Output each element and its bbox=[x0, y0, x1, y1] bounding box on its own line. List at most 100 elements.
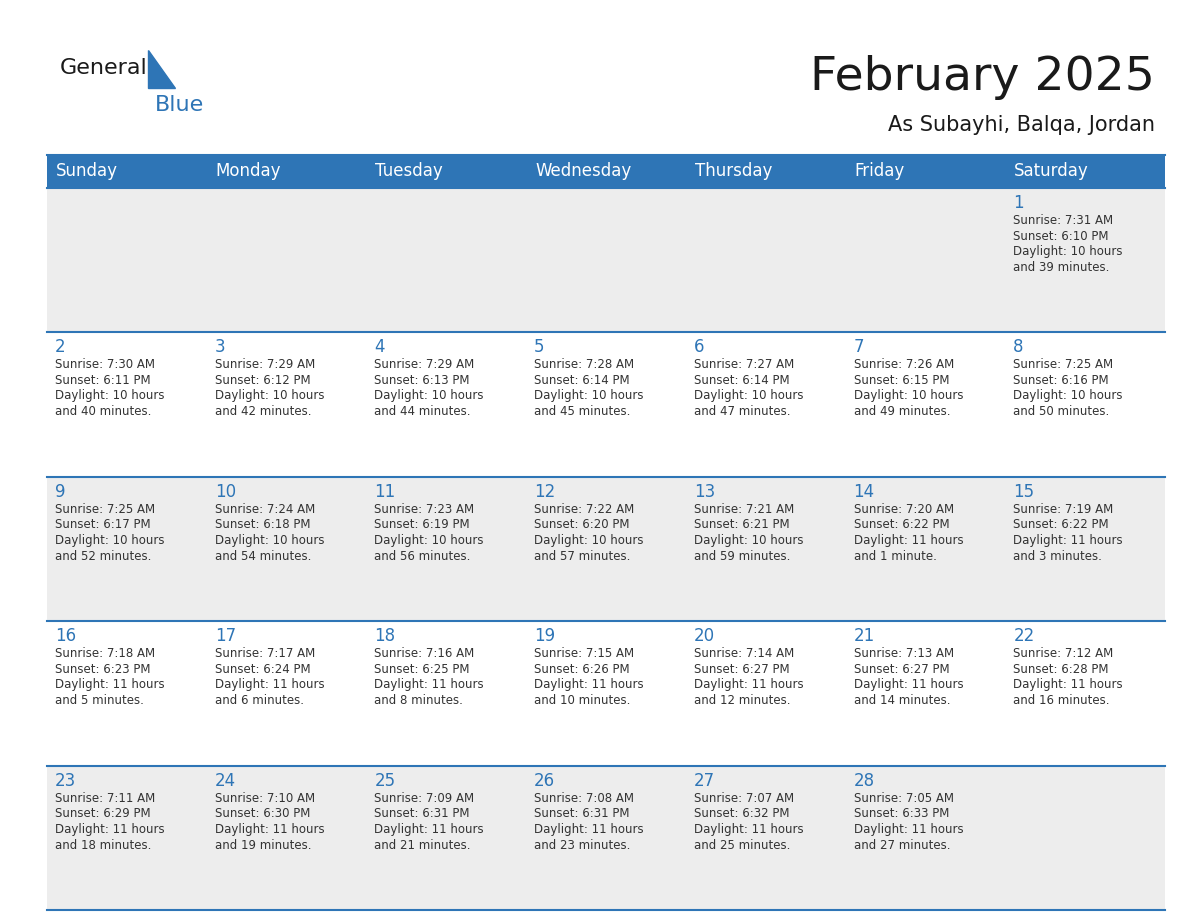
Text: Sunset: 6:28 PM: Sunset: 6:28 PM bbox=[1013, 663, 1108, 676]
Text: Sunrise: 7:26 AM: Sunrise: 7:26 AM bbox=[853, 358, 954, 372]
Text: Sunset: 6:31 PM: Sunset: 6:31 PM bbox=[374, 807, 470, 820]
Text: Sunrise: 7:29 AM: Sunrise: 7:29 AM bbox=[215, 358, 315, 372]
Bar bbox=[48, 332, 1165, 476]
Text: Sunset: 6:27 PM: Sunset: 6:27 PM bbox=[694, 663, 790, 676]
Text: Sunset: 6:14 PM: Sunset: 6:14 PM bbox=[694, 374, 790, 386]
Text: 8: 8 bbox=[1013, 339, 1024, 356]
Bar bbox=[48, 476, 1165, 621]
Text: 16: 16 bbox=[55, 627, 76, 645]
Text: Daylight: 10 hours
and 47 minutes.: Daylight: 10 hours and 47 minutes. bbox=[694, 389, 803, 419]
Text: Daylight: 10 hours
and 42 minutes.: Daylight: 10 hours and 42 minutes. bbox=[215, 389, 324, 419]
Text: Sunset: 6:30 PM: Sunset: 6:30 PM bbox=[215, 807, 310, 820]
Text: Daylight: 10 hours
and 50 minutes.: Daylight: 10 hours and 50 minutes. bbox=[1013, 389, 1123, 419]
Text: Tuesday: Tuesday bbox=[375, 162, 443, 181]
Text: Sunset: 6:24 PM: Sunset: 6:24 PM bbox=[215, 663, 310, 676]
Text: Daylight: 11 hours
and 18 minutes.: Daylight: 11 hours and 18 minutes. bbox=[55, 823, 165, 852]
Text: 5: 5 bbox=[535, 339, 544, 356]
Text: 27: 27 bbox=[694, 772, 715, 789]
Text: Daylight: 11 hours
and 3 minutes.: Daylight: 11 hours and 3 minutes. bbox=[1013, 533, 1123, 563]
Text: Daylight: 10 hours
and 44 minutes.: Daylight: 10 hours and 44 minutes. bbox=[374, 389, 484, 419]
Text: Sunset: 6:21 PM: Sunset: 6:21 PM bbox=[694, 519, 790, 532]
Text: Sunset: 6:18 PM: Sunset: 6:18 PM bbox=[215, 519, 310, 532]
Text: Daylight: 11 hours
and 8 minutes.: Daylight: 11 hours and 8 minutes. bbox=[374, 678, 484, 707]
Text: Daylight: 11 hours
and 12 minutes.: Daylight: 11 hours and 12 minutes. bbox=[694, 678, 803, 707]
Text: Sunrise: 7:27 AM: Sunrise: 7:27 AM bbox=[694, 358, 794, 372]
Text: Sunrise: 7:15 AM: Sunrise: 7:15 AM bbox=[535, 647, 634, 660]
Text: Daylight: 10 hours
and 39 minutes.: Daylight: 10 hours and 39 minutes. bbox=[1013, 245, 1123, 274]
Text: Sunrise: 7:17 AM: Sunrise: 7:17 AM bbox=[215, 647, 315, 660]
Text: Sunset: 6:10 PM: Sunset: 6:10 PM bbox=[1013, 230, 1108, 242]
Text: 13: 13 bbox=[694, 483, 715, 501]
Text: Sunrise: 7:14 AM: Sunrise: 7:14 AM bbox=[694, 647, 794, 660]
Text: Sunset: 6:31 PM: Sunset: 6:31 PM bbox=[535, 807, 630, 820]
Text: Sunrise: 7:19 AM: Sunrise: 7:19 AM bbox=[1013, 503, 1113, 516]
Text: 20: 20 bbox=[694, 627, 715, 645]
Text: Daylight: 11 hours
and 27 minutes.: Daylight: 11 hours and 27 minutes. bbox=[853, 823, 963, 852]
Text: 18: 18 bbox=[374, 627, 396, 645]
Text: 23: 23 bbox=[55, 772, 76, 789]
Text: 2: 2 bbox=[55, 339, 65, 356]
Text: Daylight: 10 hours
and 54 minutes.: Daylight: 10 hours and 54 minutes. bbox=[215, 533, 324, 563]
Text: Daylight: 11 hours
and 1 minute.: Daylight: 11 hours and 1 minute. bbox=[853, 533, 963, 563]
Text: Monday: Monday bbox=[216, 162, 282, 181]
Text: Sunrise: 7:13 AM: Sunrise: 7:13 AM bbox=[853, 647, 954, 660]
Text: 4: 4 bbox=[374, 339, 385, 356]
Text: Daylight: 11 hours
and 5 minutes.: Daylight: 11 hours and 5 minutes. bbox=[55, 678, 165, 707]
Text: 21: 21 bbox=[853, 627, 874, 645]
Text: Daylight: 11 hours
and 19 minutes.: Daylight: 11 hours and 19 minutes. bbox=[215, 823, 324, 852]
Text: Sunset: 6:22 PM: Sunset: 6:22 PM bbox=[1013, 519, 1108, 532]
Text: Sunrise: 7:28 AM: Sunrise: 7:28 AM bbox=[535, 358, 634, 372]
Text: Sunrise: 7:11 AM: Sunrise: 7:11 AM bbox=[55, 791, 156, 804]
Text: Sunrise: 7:16 AM: Sunrise: 7:16 AM bbox=[374, 647, 475, 660]
Text: Sunrise: 7:05 AM: Sunrise: 7:05 AM bbox=[853, 791, 954, 804]
Text: Daylight: 10 hours
and 49 minutes.: Daylight: 10 hours and 49 minutes. bbox=[853, 389, 963, 419]
Text: 28: 28 bbox=[853, 772, 874, 789]
Bar bbox=[207, 155, 366, 188]
Text: 6: 6 bbox=[694, 339, 704, 356]
Text: Sunset: 6:16 PM: Sunset: 6:16 PM bbox=[1013, 374, 1108, 386]
Text: Sunset: 6:14 PM: Sunset: 6:14 PM bbox=[535, 374, 630, 386]
Text: Sunrise: 7:24 AM: Sunrise: 7:24 AM bbox=[215, 503, 315, 516]
Text: 22: 22 bbox=[1013, 627, 1035, 645]
Text: General: General bbox=[61, 58, 147, 78]
Bar bbox=[1005, 155, 1165, 188]
Text: Sunset: 6:27 PM: Sunset: 6:27 PM bbox=[853, 663, 949, 676]
Text: Sunset: 6:23 PM: Sunset: 6:23 PM bbox=[55, 663, 151, 676]
Text: Daylight: 11 hours
and 23 minutes.: Daylight: 11 hours and 23 minutes. bbox=[535, 823, 644, 852]
Text: Sunset: 6:22 PM: Sunset: 6:22 PM bbox=[853, 519, 949, 532]
Text: Daylight: 11 hours
and 6 minutes.: Daylight: 11 hours and 6 minutes. bbox=[215, 678, 324, 707]
Bar bbox=[48, 188, 1165, 332]
Text: Daylight: 11 hours
and 25 minutes.: Daylight: 11 hours and 25 minutes. bbox=[694, 823, 803, 852]
Bar bbox=[48, 766, 1165, 910]
Text: Daylight: 11 hours
and 10 minutes.: Daylight: 11 hours and 10 minutes. bbox=[535, 678, 644, 707]
Text: Sunset: 6:13 PM: Sunset: 6:13 PM bbox=[374, 374, 470, 386]
Bar bbox=[685, 155, 846, 188]
Text: Sunset: 6:20 PM: Sunset: 6:20 PM bbox=[535, 519, 630, 532]
Text: Sunrise: 7:07 AM: Sunrise: 7:07 AM bbox=[694, 791, 794, 804]
Text: Sunset: 6:26 PM: Sunset: 6:26 PM bbox=[535, 663, 630, 676]
Text: Daylight: 11 hours
and 16 minutes.: Daylight: 11 hours and 16 minutes. bbox=[1013, 678, 1123, 707]
Text: Thursday: Thursday bbox=[695, 162, 772, 181]
Text: 7: 7 bbox=[853, 339, 864, 356]
Text: Sunrise: 7:21 AM: Sunrise: 7:21 AM bbox=[694, 503, 794, 516]
Text: Sunrise: 7:23 AM: Sunrise: 7:23 AM bbox=[374, 503, 474, 516]
Text: As Subayhi, Balqa, Jordan: As Subayhi, Balqa, Jordan bbox=[887, 115, 1155, 135]
Text: Sunrise: 7:12 AM: Sunrise: 7:12 AM bbox=[1013, 647, 1113, 660]
Text: Sunset: 6:17 PM: Sunset: 6:17 PM bbox=[55, 519, 151, 532]
Bar bbox=[48, 621, 1165, 766]
Text: 17: 17 bbox=[215, 627, 236, 645]
Text: Daylight: 10 hours
and 40 minutes.: Daylight: 10 hours and 40 minutes. bbox=[55, 389, 164, 419]
Text: Sunrise: 7:08 AM: Sunrise: 7:08 AM bbox=[535, 791, 634, 804]
Text: Sunset: 6:25 PM: Sunset: 6:25 PM bbox=[374, 663, 470, 676]
Text: Sunrise: 7:25 AM: Sunrise: 7:25 AM bbox=[55, 503, 156, 516]
Text: Daylight: 10 hours
and 45 minutes.: Daylight: 10 hours and 45 minutes. bbox=[535, 389, 644, 419]
Text: Daylight: 10 hours
and 56 minutes.: Daylight: 10 hours and 56 minutes. bbox=[374, 533, 484, 563]
Text: Daylight: 11 hours
and 14 minutes.: Daylight: 11 hours and 14 minutes. bbox=[853, 678, 963, 707]
Text: Sunrise: 7:10 AM: Sunrise: 7:10 AM bbox=[215, 791, 315, 804]
Text: Sunset: 6:12 PM: Sunset: 6:12 PM bbox=[215, 374, 310, 386]
Text: Sunset: 6:29 PM: Sunset: 6:29 PM bbox=[55, 807, 151, 820]
Text: 24: 24 bbox=[215, 772, 236, 789]
Polygon shape bbox=[148, 50, 175, 88]
Bar bbox=[526, 155, 685, 188]
Text: Sunset: 6:33 PM: Sunset: 6:33 PM bbox=[853, 807, 949, 820]
